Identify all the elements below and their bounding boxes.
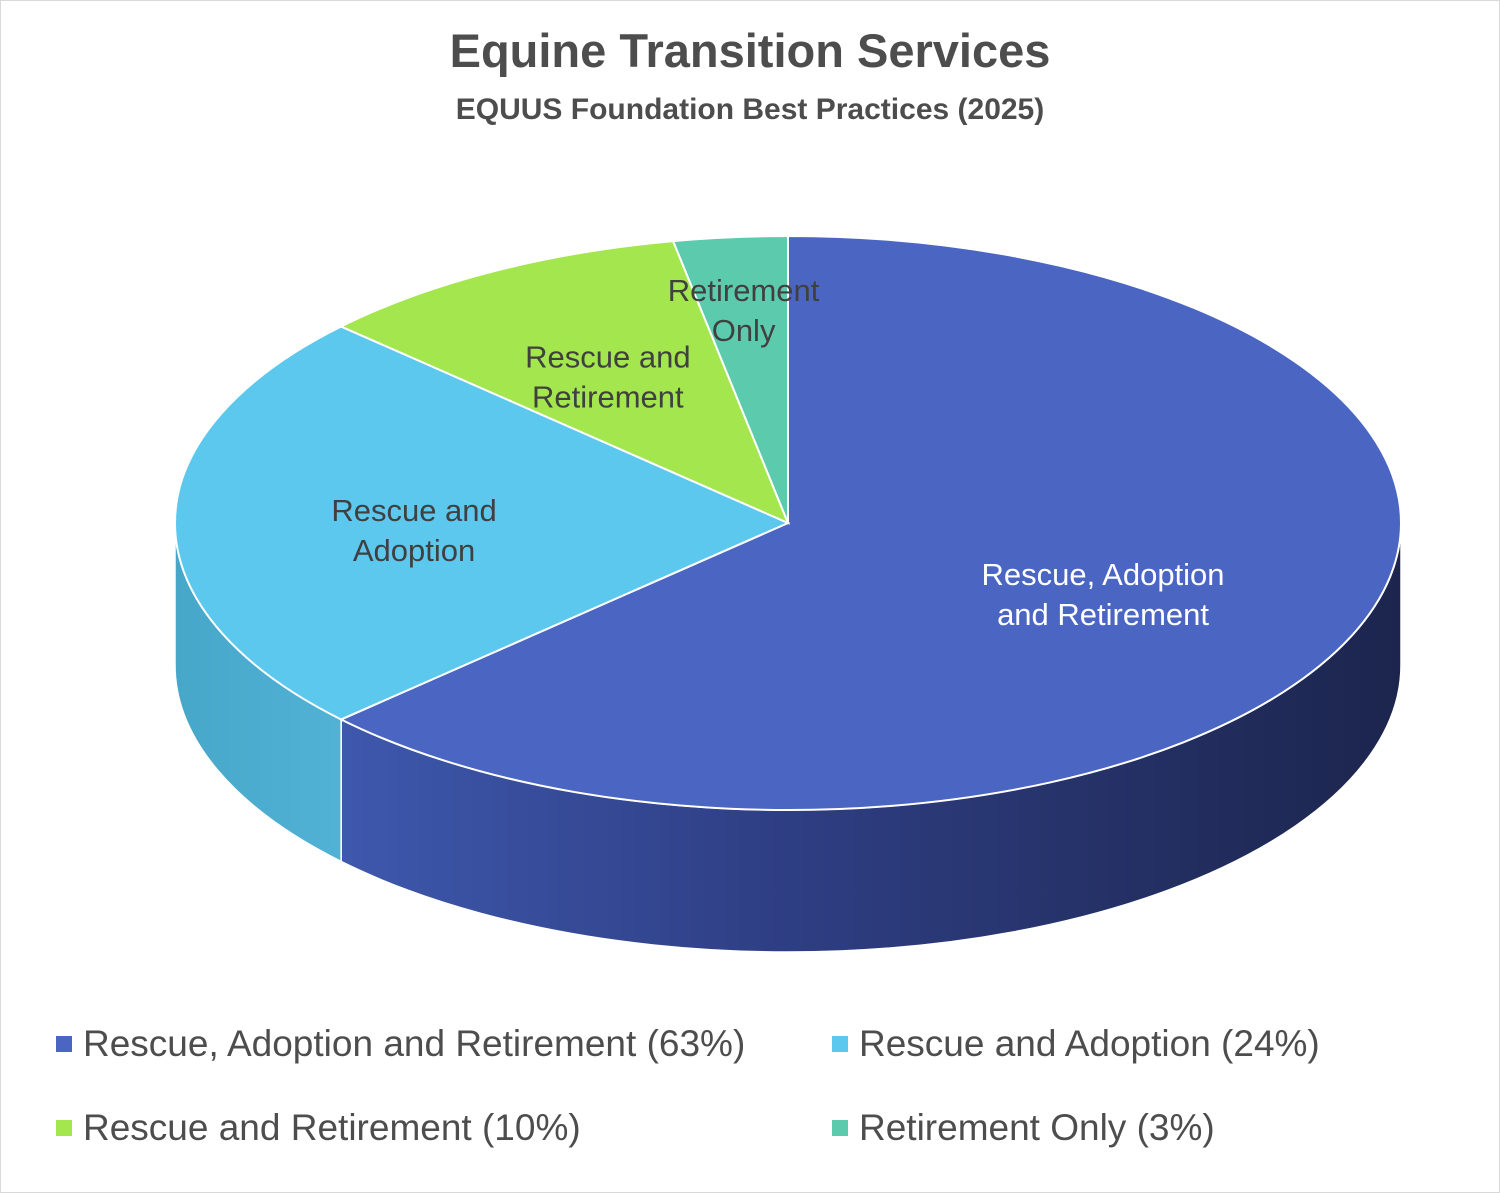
chart-subtitle: EQUUS Foundation Best Practices (2025) [455, 93, 1045, 126]
slice-label-1: Adoption [353, 533, 475, 568]
pie-slice-3 [671, 234, 789, 524]
legend-swatch [56, 1120, 72, 1136]
legend-swatch [832, 1120, 848, 1136]
slice-label-0: Rescue, Adoption [982, 557, 1225, 592]
pie-slice-2 [338, 240, 790, 525]
legend-swatch [56, 1036, 72, 1052]
pie-slice-0 [338, 234, 1402, 811]
chart-title: Equine Transition Services [449, 24, 1051, 77]
legend-label: Rescue and Retirement (10%) [83, 1107, 581, 1148]
pie-slices [174, 234, 1402, 811]
slice-label-3: Only [712, 313, 776, 348]
pie-chart: Rescue, Adoption and Retirement Rescue and… [174, 234, 1402, 953]
legend-label: Retirement Only (3%) [859, 1107, 1215, 1148]
slice-label-2: Rescue and [525, 340, 690, 375]
legend-item: Rescue, Adoption and Retirement (63%) [56, 1021, 832, 1067]
slice-label-3: Retirement [668, 273, 820, 308]
slice-label-2: Retirement [532, 380, 684, 415]
legend-item: Rescue and Retirement (10%) [56, 1105, 832, 1151]
legend-label: Rescue, Adoption and Retirement (63%) [83, 1023, 746, 1064]
legend-label: Rescue and Adoption (24%) [859, 1023, 1320, 1064]
slice-label-0: and Retirement [997, 597, 1209, 632]
legend-item: Rescue and Adoption (24%) [832, 1021, 1432, 1067]
legend-swatch [832, 1036, 848, 1052]
slice-label-1: Rescue and [331, 493, 496, 528]
chart-legend: Rescue, Adoption and Retirement (63%) Re… [56, 1021, 1456, 1151]
pie-slice-labels: Rescue, Adoption and Retirement Rescue and… [331, 273, 1224, 632]
pie-slice-1 [174, 325, 791, 721]
legend-item: Retirement Only (3%) [832, 1105, 1432, 1151]
